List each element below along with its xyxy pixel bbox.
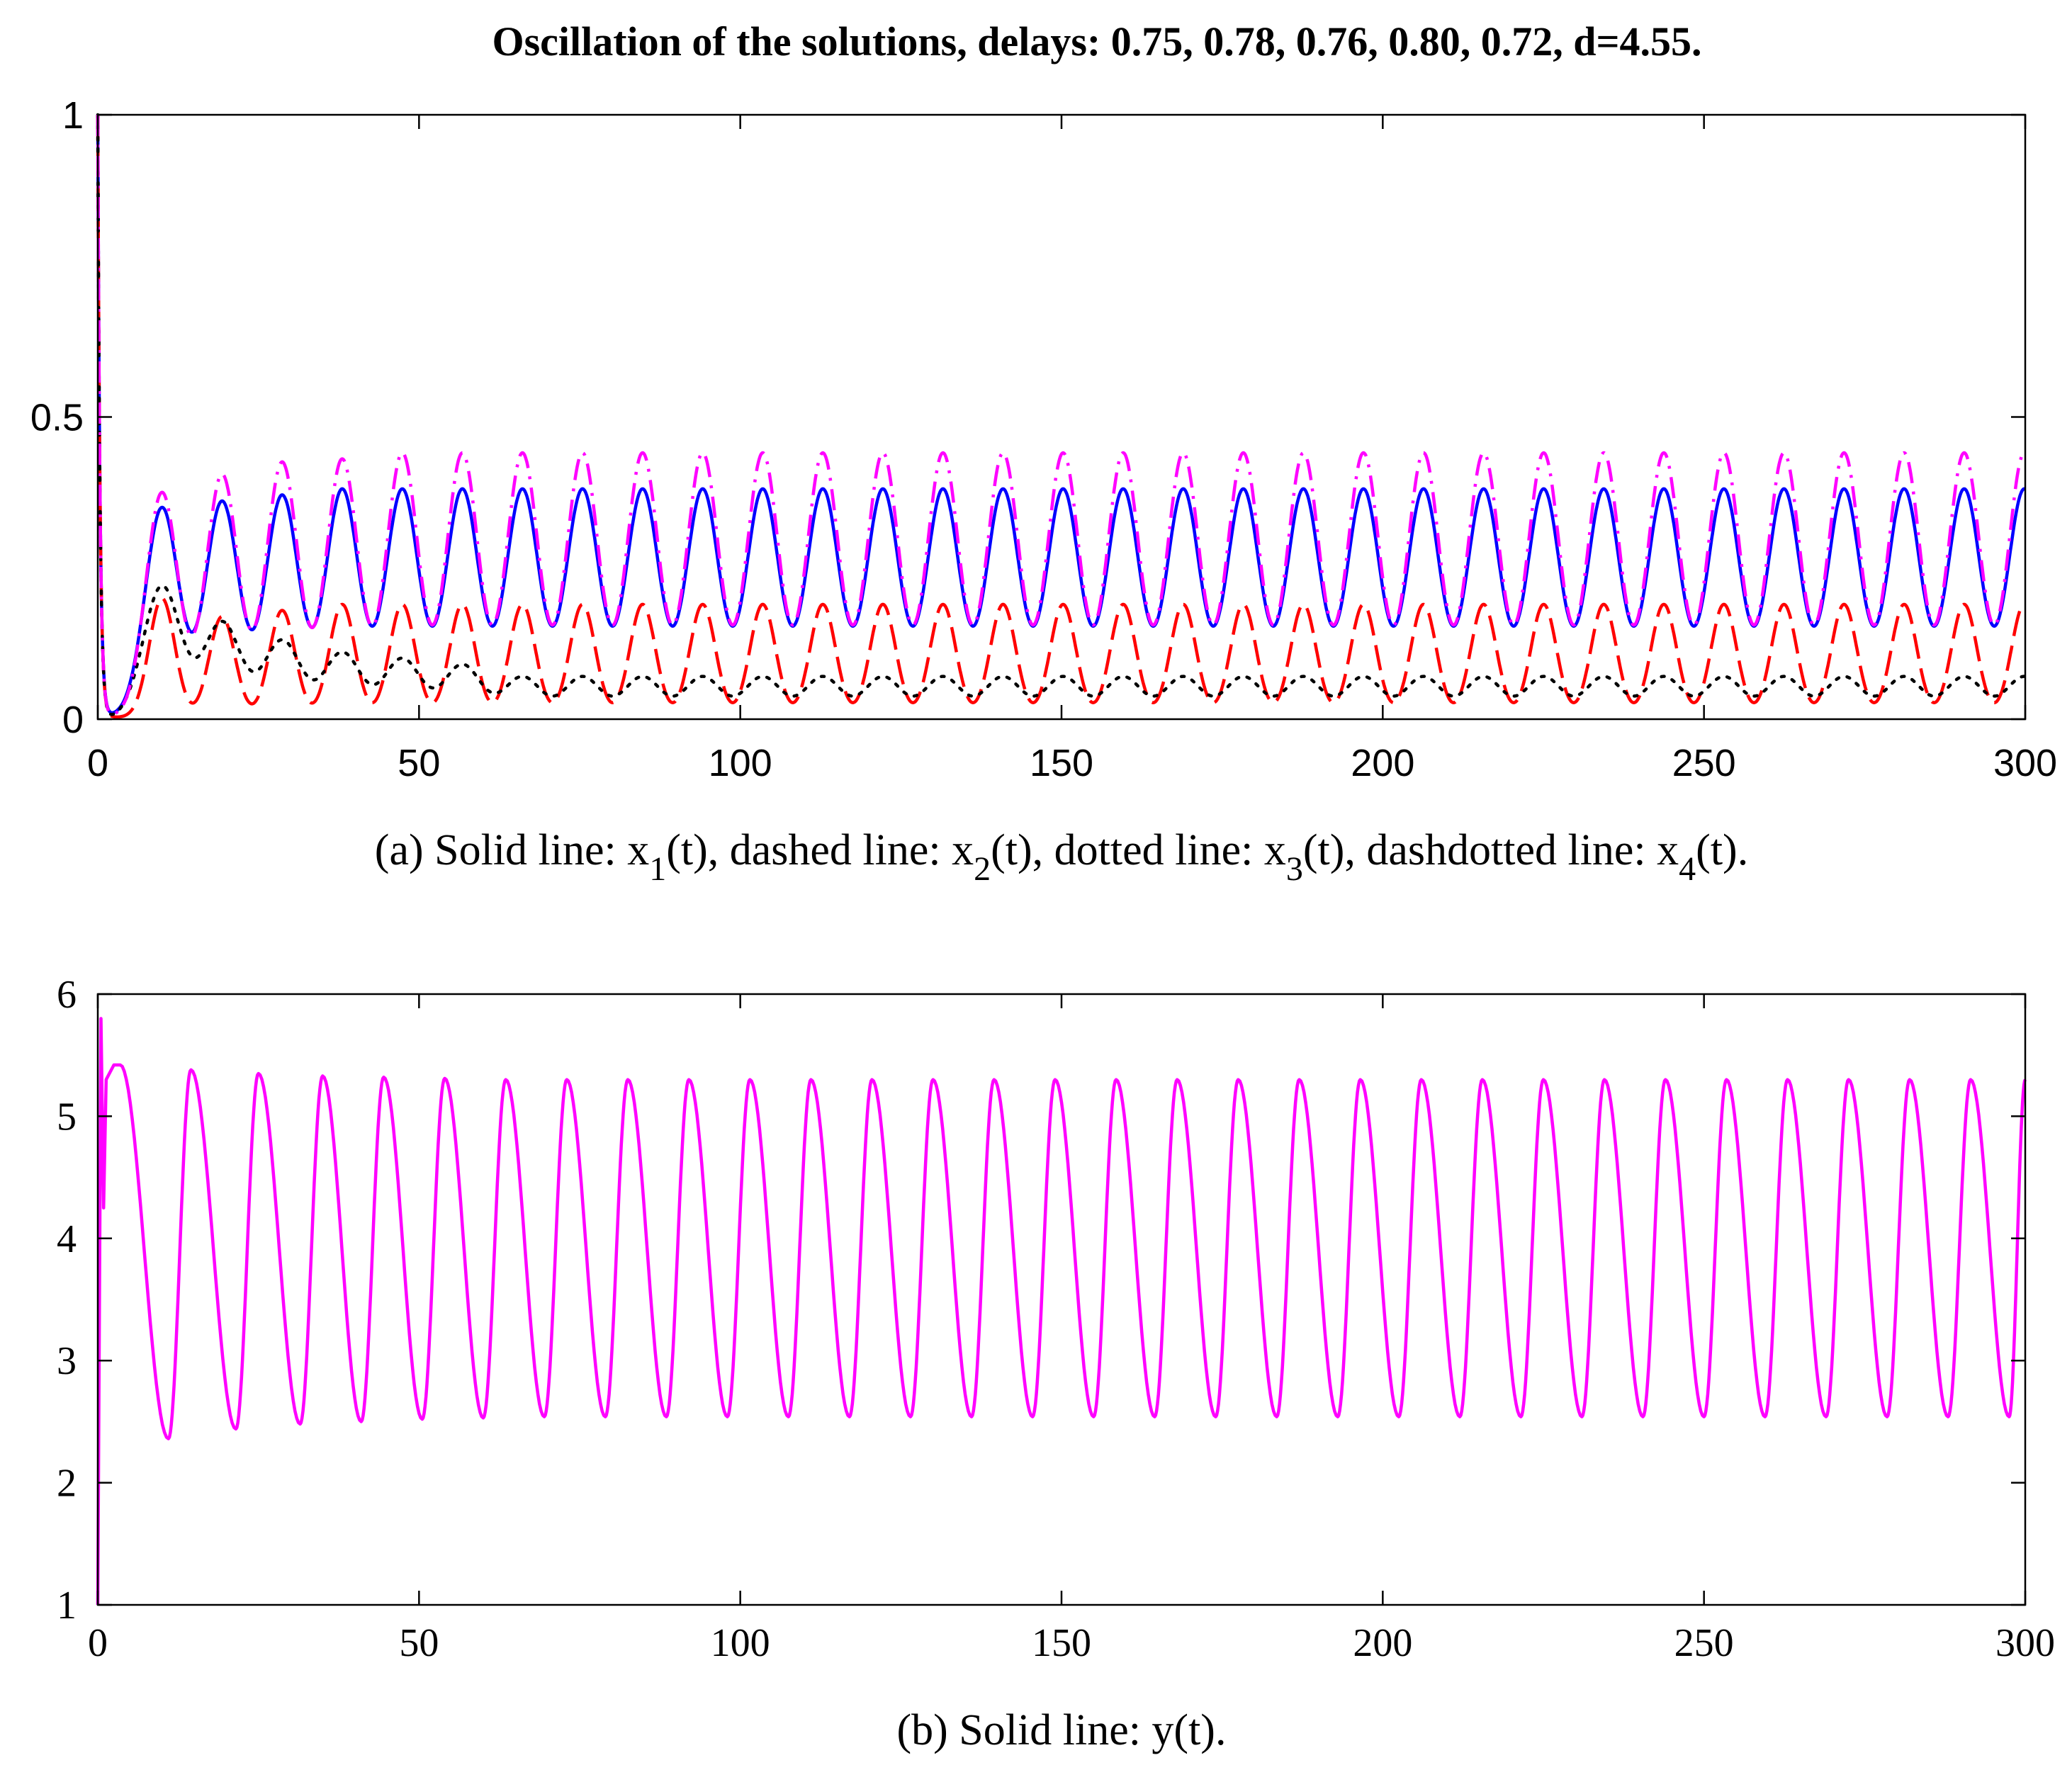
y-tick-label: 5 bbox=[57, 1095, 77, 1139]
panel-b-series bbox=[96, 1017, 2027, 1606]
x-tick-label: 50 bbox=[399, 1621, 439, 1665]
panel-b-y-ticks: 1 2 3 4 5 6 bbox=[57, 973, 2025, 1628]
series-line-x4 bbox=[96, 114, 2027, 716]
caption-a-sub1: 1 bbox=[649, 850, 666, 888]
series-line-x2 bbox=[96, 114, 2027, 719]
panel-a-y-ticks: 00.51 bbox=[30, 94, 2025, 741]
series-line-y bbox=[96, 1017, 2027, 1606]
x-tick-label: 100 bbox=[709, 742, 772, 784]
panel-a-series bbox=[96, 113, 2027, 719]
y-tick-label: 3 bbox=[57, 1339, 77, 1383]
x-tick-label: 150 bbox=[1030, 742, 1093, 784]
y-tick-label: 1 bbox=[62, 94, 84, 137]
x-tick-label: 200 bbox=[1351, 742, 1414, 784]
series-line-x3 bbox=[96, 113, 2027, 716]
x-tick-label: 300 bbox=[1993, 742, 2057, 784]
panel-b: 0 50 100 150 200 250 300 1 2 3 4 5 6 (b) Solid line… bbox=[57, 973, 2055, 1754]
y-tick-label: 0.5 bbox=[30, 397, 84, 439]
panel-a-caption: (a) Solid line: x1(t), dashed line: x2(t… bbox=[375, 826, 1748, 888]
caption-a-mid3: (t), dashdotted line: x bbox=[1303, 826, 1679, 874]
caption-a-suffix: (t). bbox=[1696, 826, 1748, 874]
x-tick-label: 100 bbox=[711, 1621, 770, 1665]
y-tick-label: 6 bbox=[57, 973, 77, 1017]
caption-a-sub2: 2 bbox=[974, 850, 991, 888]
x-tick-label: 50 bbox=[398, 742, 440, 784]
x-tick-label: 0 bbox=[88, 1621, 108, 1665]
x-tick-label: 0 bbox=[87, 742, 108, 784]
y-tick-label: 1 bbox=[57, 1584, 77, 1628]
y-tick-label: 0 bbox=[62, 699, 84, 741]
chart-title: Oscillation of the solutions, delays: 0.… bbox=[492, 18, 1701, 64]
x-tick-label: 300 bbox=[1995, 1621, 2055, 1665]
panel-a: 0 50 100 150 200 250 300 00.51 (a) Solid line:… bbox=[30, 94, 2057, 888]
y-tick-label: 2 bbox=[57, 1462, 77, 1506]
caption-a-prefix: (a) Solid line: x bbox=[375, 826, 649, 874]
panel-a-x-ticks: 0 50 100 150 200 250 300 bbox=[87, 115, 2057, 784]
panel-b-x-ticks: 0 50 100 150 200 250 300 bbox=[88, 994, 2055, 1665]
caption-a-mid2: (t), dotted line: x bbox=[991, 826, 1286, 874]
x-tick-label: 150 bbox=[1032, 1621, 1091, 1665]
caption-a-sub4: 4 bbox=[1679, 850, 1696, 888]
x-tick-label: 250 bbox=[1672, 742, 1736, 784]
caption-a-sub3: 3 bbox=[1286, 850, 1303, 888]
panel-b-caption: (b) Solid line: y(t). bbox=[897, 1706, 1227, 1754]
caption-a-mid1: (t), dashed line: x bbox=[666, 826, 974, 874]
y-tick-label: 4 bbox=[57, 1217, 77, 1261]
x-tick-label: 200 bbox=[1353, 1621, 1412, 1665]
x-tick-label: 250 bbox=[1674, 1621, 1734, 1665]
